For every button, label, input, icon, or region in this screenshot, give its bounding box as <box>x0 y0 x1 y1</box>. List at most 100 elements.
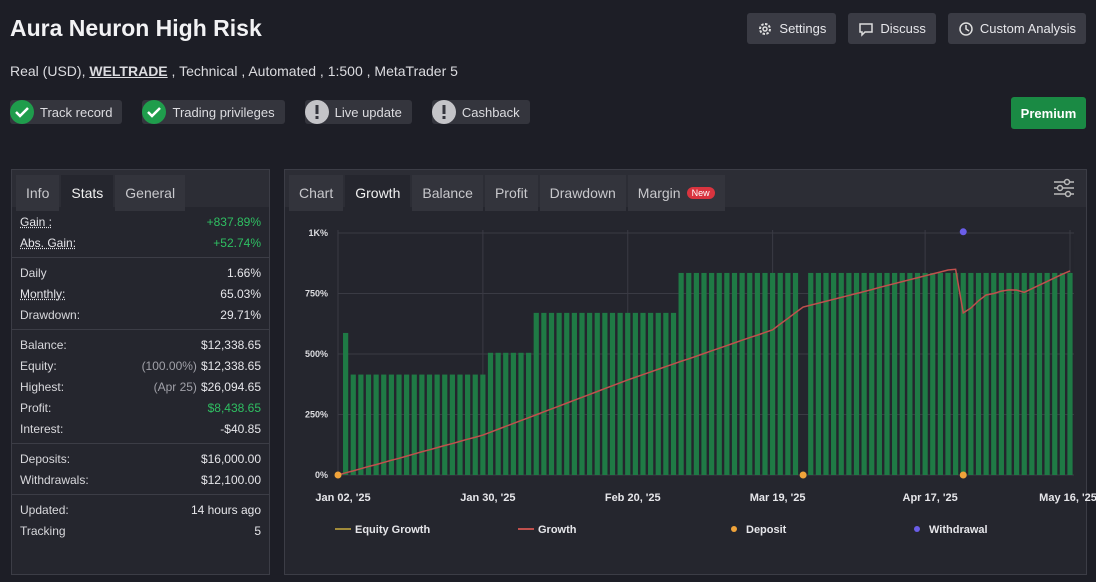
bar <box>778 273 783 475</box>
bar <box>938 273 943 475</box>
bar <box>640 313 645 475</box>
y-tick-label: 1K% <box>308 228 328 238</box>
bar <box>564 313 569 475</box>
bar <box>412 375 417 475</box>
bar <box>450 375 455 475</box>
bar <box>884 273 889 475</box>
bar <box>999 273 1004 475</box>
bar <box>549 313 554 475</box>
bar <box>663 313 668 475</box>
bar <box>671 313 676 475</box>
bar <box>709 273 714 475</box>
bar <box>877 273 882 475</box>
bar <box>747 273 752 475</box>
bar <box>526 353 531 475</box>
bar <box>785 273 790 475</box>
bar <box>991 273 996 475</box>
bar <box>610 313 615 475</box>
bar <box>1006 273 1011 475</box>
y-tick-label: 750% <box>305 289 328 299</box>
bar <box>717 273 722 475</box>
bar <box>686 273 691 475</box>
bar <box>1060 273 1065 475</box>
bar <box>404 375 409 475</box>
bar <box>732 273 737 475</box>
y-tick-label: 500% <box>305 349 328 359</box>
x-tick-label: May 16, '25 <box>1039 492 1096 504</box>
bar <box>534 313 539 475</box>
event-dot <box>960 228 967 235</box>
bar <box>656 313 661 475</box>
bar <box>557 313 562 475</box>
bar <box>435 375 440 475</box>
bar <box>923 273 928 475</box>
bar <box>503 353 508 475</box>
bar <box>618 313 623 475</box>
bar <box>396 375 401 475</box>
bar <box>892 273 897 475</box>
bar <box>945 273 950 475</box>
event-dot <box>960 472 967 479</box>
bar <box>488 353 493 475</box>
bar <box>679 273 684 475</box>
bar <box>862 273 867 475</box>
bar <box>511 353 516 475</box>
x-tick-label: Apr 17, '25 <box>903 492 958 504</box>
bar <box>595 313 600 475</box>
bar <box>968 273 973 475</box>
bar <box>694 273 699 475</box>
bar <box>793 273 798 475</box>
bar <box>572 313 577 475</box>
bar <box>953 273 958 475</box>
event-dot <box>335 472 342 479</box>
legend-label[interactable]: Equity Growth <box>355 524 430 536</box>
bar <box>900 273 905 475</box>
legend-label[interactable]: Deposit <box>746 524 787 536</box>
legend-label[interactable]: Withdrawal <box>929 524 988 536</box>
bar <box>473 375 478 475</box>
legend-label[interactable]: Growth <box>538 524 577 536</box>
bar <box>579 313 584 475</box>
bar <box>831 273 836 475</box>
bar <box>740 273 745 475</box>
bar <box>915 273 920 475</box>
bar <box>1067 273 1072 475</box>
bar <box>648 313 653 475</box>
bar <box>427 375 432 475</box>
bar <box>381 375 386 475</box>
event-dot <box>800 472 807 479</box>
bar <box>930 273 935 475</box>
bar <box>701 273 706 475</box>
bar <box>465 375 470 475</box>
y-tick-label: 0% <box>315 470 328 480</box>
x-tick-label: Feb 20, '25 <box>605 492 661 504</box>
bar <box>366 375 371 475</box>
bar <box>480 375 485 475</box>
bar <box>1014 273 1019 475</box>
bar <box>854 273 859 475</box>
bar <box>518 353 523 475</box>
bar <box>770 273 775 475</box>
bar <box>1037 273 1042 475</box>
bar <box>1052 273 1057 475</box>
x-tick-label: Jan 02, '25 <box>315 492 370 504</box>
bar <box>762 273 767 475</box>
bar <box>602 313 607 475</box>
bar <box>1022 273 1027 475</box>
bar <box>343 333 348 475</box>
bar <box>1045 273 1050 475</box>
bar <box>808 273 813 475</box>
bar <box>907 273 912 475</box>
bar <box>724 273 729 475</box>
legend-swatch <box>731 526 737 532</box>
bar <box>496 353 501 475</box>
bar <box>541 313 546 475</box>
bar <box>419 375 424 475</box>
bar <box>984 273 989 475</box>
bar <box>351 375 356 475</box>
y-tick-label: 250% <box>305 410 328 420</box>
bar <box>755 273 760 475</box>
bar <box>442 375 447 475</box>
